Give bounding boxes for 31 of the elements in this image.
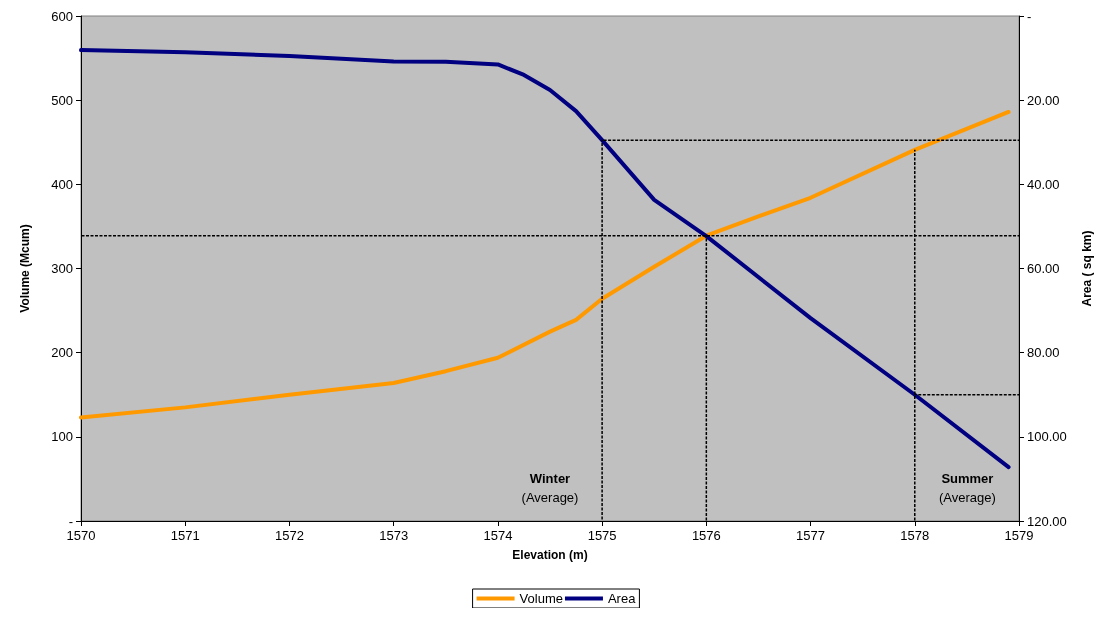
y2-tick-label: 20.00	[1027, 92, 1060, 108]
x-tick-label: 1573	[379, 528, 409, 543]
x-tick-label: 1574	[483, 528, 513, 543]
x-tick-label: 1575	[587, 528, 617, 543]
y-tick-label: 500	[51, 92, 73, 108]
x-tick-label: 1570	[66, 528, 96, 543]
y-tick-label: -	[68, 513, 73, 529]
x-tick-label: 1577	[796, 528, 826, 543]
x-tick-label: 1578	[900, 528, 930, 543]
y-axis-title: Volume (Mcum)	[18, 224, 32, 313]
y-tick-label: 200	[51, 345, 73, 361]
y2-tick-label: 60.00	[1027, 261, 1060, 276]
y2-tick-label: 40.00	[1027, 176, 1060, 192]
x-tick-label: 1571	[170, 528, 200, 543]
legend-label: Volume	[519, 591, 563, 606]
annotation: Summer (Average)	[938, 471, 996, 506]
y2-axis-title: Area ( sq km)	[1080, 230, 1094, 307]
y2-tick-label: 80.00	[1027, 345, 1060, 361]
x-tick-label: 1576	[691, 528, 721, 543]
x-axis-title: Elevation (m)	[512, 548, 588, 562]
y-tick-label: 100	[51, 429, 73, 445]
x-tick-label: 1572	[274, 528, 304, 543]
y-tick-label: 600	[51, 8, 73, 24]
y-tick-label: 300	[51, 261, 73, 276]
y2-tick-label: 120.00	[1027, 513, 1067, 529]
legend-label: Area	[607, 591, 637, 606]
y-tick-label: 400	[51, 176, 73, 192]
y2-tick-label: 100.00	[1027, 429, 1067, 445]
y2-tick-label: -	[1027, 8, 1032, 24]
annotation: Winter (Average)	[521, 471, 579, 506]
x-tick-label: 1579	[1004, 528, 1034, 543]
